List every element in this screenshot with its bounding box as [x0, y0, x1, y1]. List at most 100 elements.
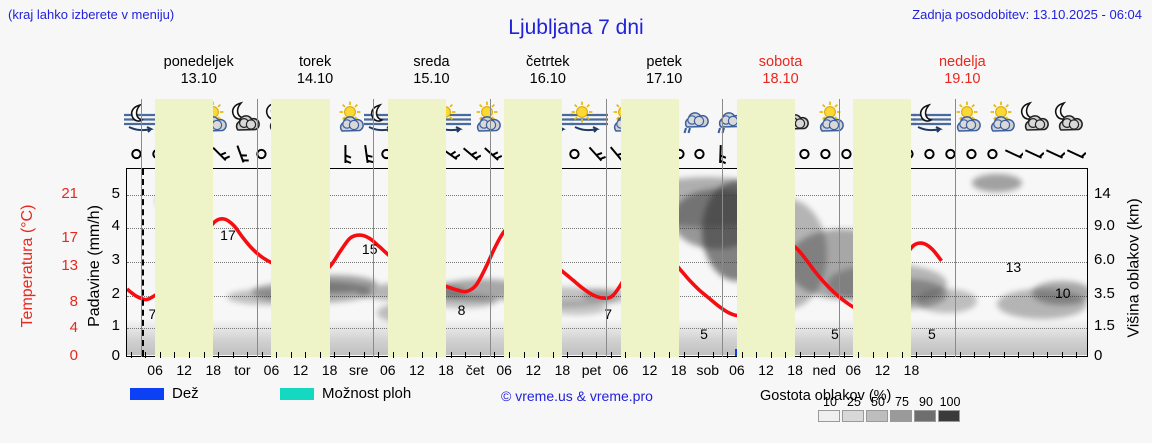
daylight-band [155, 99, 214, 357]
x-axis-tick-mark [261, 352, 263, 358]
day-name: četrtek [526, 54, 570, 70]
x-tick-18: 18 [787, 362, 803, 378]
day-name: sreda [413, 54, 450, 70]
weather-icon-moon-cloud [1049, 99, 1089, 140]
x-tick-18: 18 [554, 362, 571, 378]
cloud-density-blob [997, 289, 1087, 319]
temperature-value-label: 5 [830, 325, 839, 342]
x-axis-tick-mark [159, 352, 161, 358]
x-axis-tick-mark [1076, 352, 1078, 358]
x-axis-tick-mark [727, 352, 729, 358]
forecast-plot[interactable]: 717101581671451451451310 [124, 99, 1089, 358]
x-tick-06: 06 [729, 362, 745, 378]
x-axis-tick-mark [378, 352, 380, 358]
wind-barb-calm [961, 140, 982, 168]
x-axis-tick-mark [989, 352, 991, 358]
wind-barb [710, 140, 731, 168]
day-separator [838, 99, 840, 357]
x-axis-tick-mark [349, 352, 351, 358]
x-axis-tick-mark [538, 352, 540, 358]
x-tick-12: 12 [176, 362, 192, 378]
chart-plot-area[interactable]: 717101581671451451451310 [126, 168, 1088, 357]
temperature-value-label: 13 [1005, 259, 1022, 276]
x-axis-tick-mark [523, 352, 525, 358]
copyright-link[interactable]: © vreme.us & vreme.pro [501, 388, 653, 404]
wind-barb-calm [919, 140, 940, 168]
cloud-height-tick-3.5: 3.5 [1094, 285, 1115, 302]
x-axis-tick-mark [465, 352, 467, 358]
x-axis-tick-mark [814, 352, 816, 358]
wind-barb-calm [564, 140, 585, 168]
x-tick-18: 18 [903, 362, 920, 378]
x-tick-čet: čet [465, 362, 485, 378]
x-tick-18: 18 [205, 362, 222, 378]
x-axis-tick-mark [654, 352, 656, 358]
cloud-density-swatch-75 [890, 410, 912, 422]
weather-icon-row [124, 99, 1089, 140]
temperature-value-label: 8 [457, 301, 466, 318]
wind-barb-calm [836, 140, 857, 168]
day-name: nedelja [938, 54, 986, 70]
x-axis-tick-mark [669, 352, 671, 358]
location-menu-note[interactable]: (kraj lahko izberete v meniju) [8, 7, 175, 22]
day-header-sob: sobota 18.10 [711, 54, 851, 88]
x-axis-tick-mark [436, 352, 438, 358]
temperature-tick-17: 17 [61, 229, 78, 246]
wind-barb-calm [126, 140, 147, 168]
day-separator [606, 99, 607, 357]
x-tick-sre: sre [348, 362, 369, 378]
temperature-value-label: 7 [604, 305, 613, 322]
wind-barb-calm [815, 140, 836, 168]
wind-barb [335, 140, 356, 168]
weather-icon-sun-cloud [466, 99, 506, 140]
x-axis-tick-mark [392, 352, 394, 358]
weather-icon-moon-fog [912, 99, 952, 140]
x-axis-tick-mark [712, 352, 714, 358]
x-tick-18: 18 [321, 362, 338, 378]
wind-barb [585, 140, 607, 168]
weather-icon-sun-cloud [809, 99, 849, 140]
x-axis-tick-mark [887, 352, 889, 358]
x-axis-tick-mark [625, 352, 627, 358]
wind-barb-calm [251, 140, 272, 168]
x-axis-tick-mark [450, 352, 452, 358]
weather-icon-sun-fog [569, 99, 609, 140]
x-axis-tick-mark [770, 352, 772, 358]
x-tick-12: 12 [525, 362, 542, 378]
cloud-density-blob [917, 289, 977, 313]
day-header-ned: nedelja 19.10 [892, 54, 1032, 88]
day-date: 18.10 [762, 71, 799, 87]
x-tick-18: 18 [438, 362, 454, 378]
wind-barb [1003, 140, 1025, 168]
weather-icon-moon-cloud [226, 99, 266, 140]
daylight-band [387, 99, 446, 357]
x-axis-tick-mark [1047, 352, 1049, 358]
cloud-density-swatch-10 [818, 410, 840, 422]
day-date: 14.10 [296, 71, 334, 87]
weather-icon-cloud-rain [672, 99, 712, 140]
x-axis-tick-mark [174, 352, 176, 358]
rain-legend-swatch [130, 388, 164, 400]
cloud-density-tick-25: 25 [847, 395, 861, 409]
cloud-density-swatch-25 [842, 410, 864, 422]
x-axis-tick-mark [552, 352, 554, 358]
current-time-line [141, 169, 144, 356]
x-axis-tick-mark [407, 352, 409, 358]
weather-icon-sun-cloud [980, 99, 1020, 140]
temperature-tick-13: 13 [61, 257, 78, 274]
gridline-horizontal [127, 328, 1087, 329]
x-axis-tick-mark [1018, 352, 1020, 358]
temperature-axis-title: Temperatura (°C) [14, 175, 42, 355]
x-axis-tick-mark [479, 352, 481, 358]
cloud-height-axis-title-text: Višina oblakov (km) [1125, 198, 1143, 338]
wind-barb-calm [940, 140, 961, 168]
x-axis-tick-mark [232, 352, 234, 358]
temperature-value-label: 7 [148, 305, 157, 322]
cloud-height-tick-9.0: 9.0 [1094, 217, 1115, 234]
wind-barb [1065, 140, 1087, 168]
weather-icon-sun-cloud [946, 99, 986, 140]
precipitation-tick-4: 4 [111, 217, 120, 234]
temperature-axis-title-text: Temperatura (°C) [19, 204, 36, 328]
daylight-band [853, 99, 912, 357]
wind-barb [1023, 140, 1045, 168]
